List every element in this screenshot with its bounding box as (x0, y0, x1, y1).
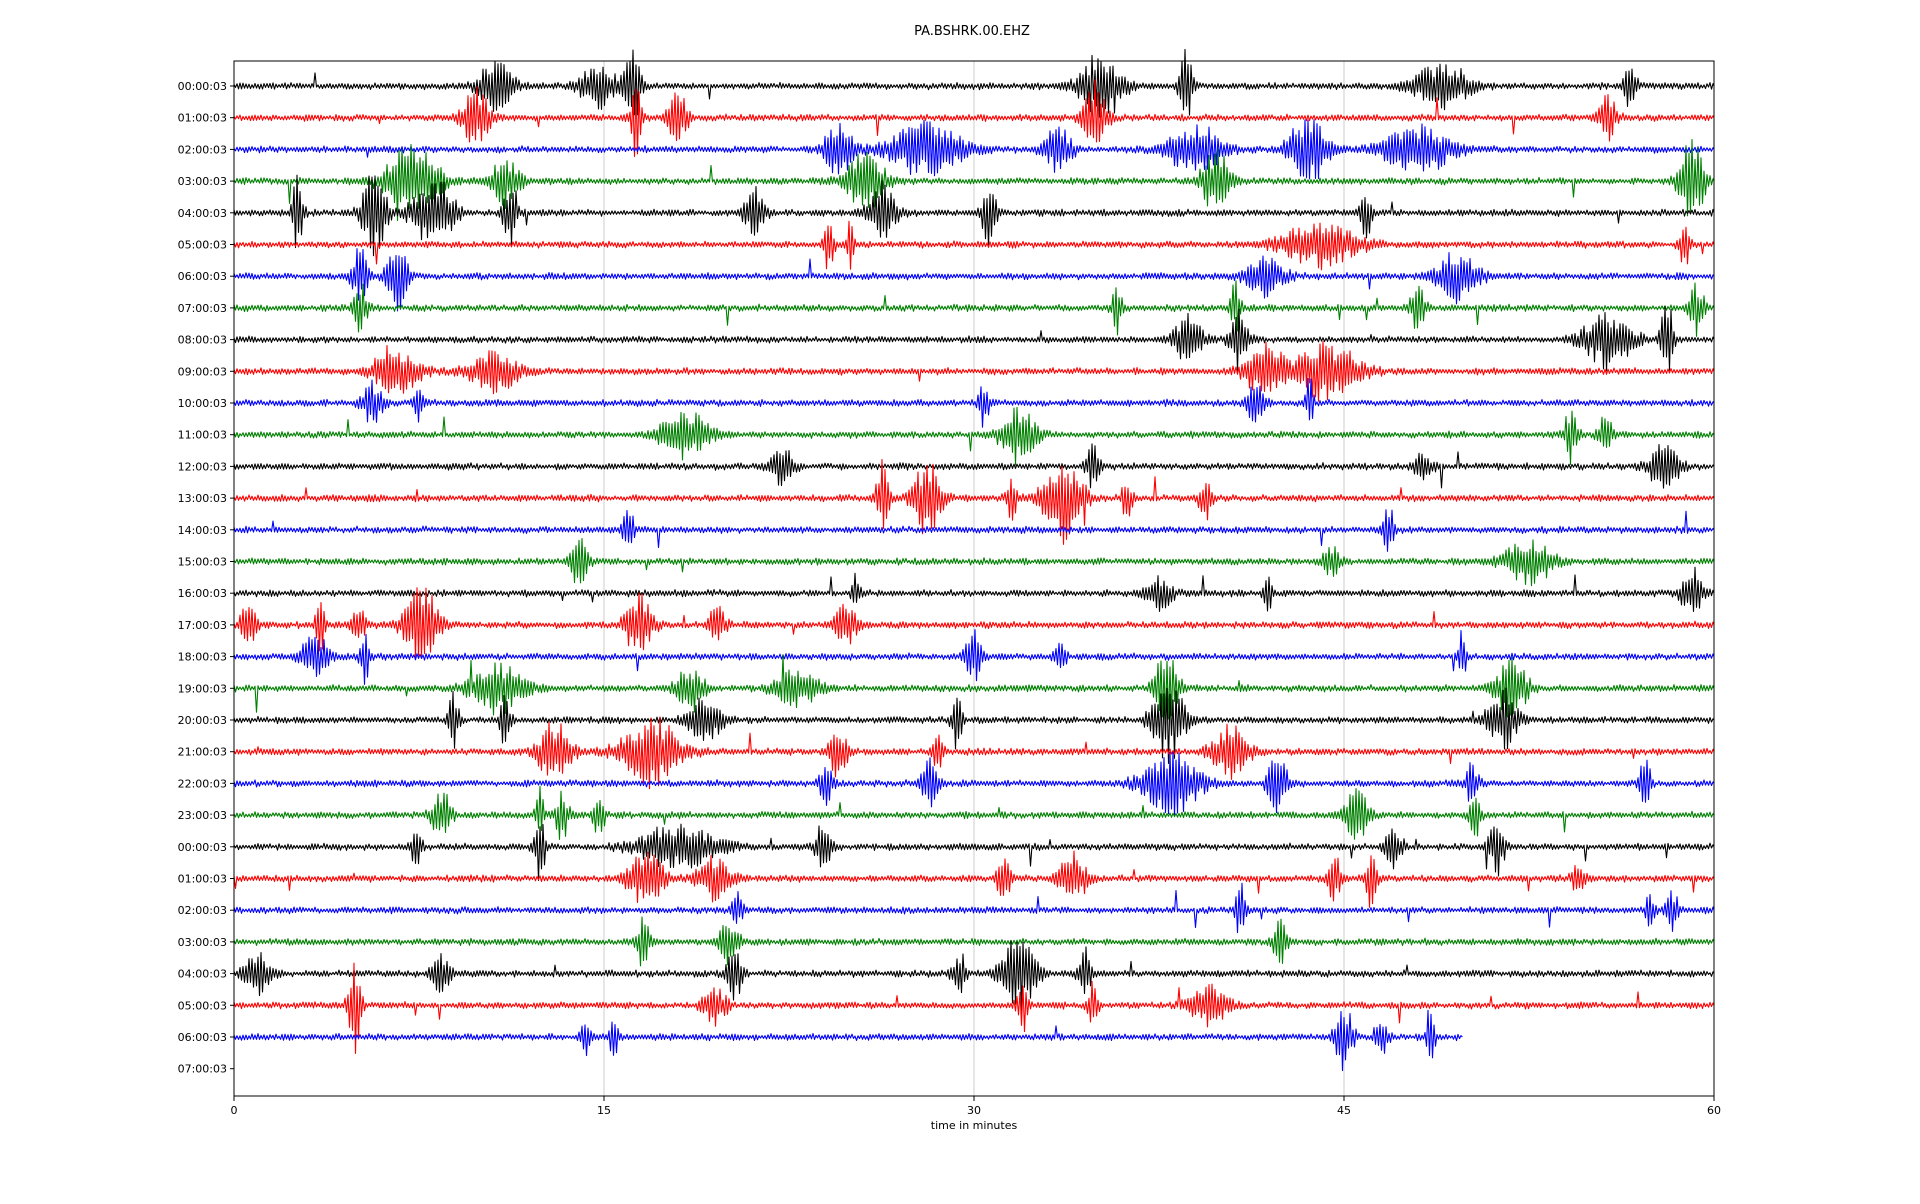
x-tick-label: 45 (1337, 1104, 1351, 1117)
row-label: 08:00:03 (178, 334, 227, 347)
x-tick-label: 60 (1707, 1104, 1721, 1117)
trace-row-13 (233, 443, 1715, 489)
row-label: 01:00:03 (178, 112, 227, 125)
x-tick-label: 30 (967, 1104, 981, 1117)
trace-row-19 (233, 629, 1715, 685)
row-label: 22:00:03 (178, 777, 227, 790)
row-label: 03:00:03 (178, 936, 227, 949)
x-axis-ticks: 0 15 30 45 60 (231, 1096, 1721, 1117)
trace-row-23 (233, 751, 1715, 817)
row-label: 21:00:03 (178, 746, 227, 759)
row-label: 07:00:03 (178, 1063, 227, 1076)
row-label: 09:00:03 (178, 365, 227, 378)
trace-row-15 (233, 509, 1715, 552)
trace-row-20 (233, 654, 1715, 720)
x-tick-label: 15 (597, 1104, 611, 1117)
row-labels: 00:00:03 01:00:03 02:00:03 03:00:03 04:00:03… (178, 80, 234, 1076)
row-label: 03:00:03 (178, 175, 227, 188)
trace-row-26 (233, 850, 1715, 908)
trace-row-16 (233, 537, 1715, 587)
trace-row-28 (233, 916, 1715, 967)
row-label: 12:00:03 (178, 460, 227, 473)
row-label: 06:00:03 (178, 270, 227, 283)
trace-row-24 (233, 785, 1715, 840)
row-label: 16:00:03 (178, 587, 227, 600)
row-label: 01:00:03 (178, 873, 227, 886)
trace-row-14 (233, 458, 1715, 545)
row-label: 06:00:03 (178, 1031, 227, 1044)
row-label: 11:00:03 (178, 429, 227, 442)
trace-row-3 (233, 119, 1715, 180)
row-label: 05:00:03 (178, 239, 227, 252)
trace-row-5 (233, 174, 1715, 257)
trace-row-4 (233, 139, 1715, 222)
row-label: 04:00:03 (178, 968, 227, 981)
trace-row-8 (233, 280, 1715, 337)
row-label: 17:00:03 (178, 619, 227, 632)
row-label: 02:00:03 (178, 904, 227, 917)
row-label: 15:00:03 (178, 556, 227, 569)
trace-layer (233, 48, 1715, 1072)
x-tick-label: 0 (231, 1104, 238, 1117)
row-label: 23:00:03 (178, 809, 227, 822)
trace-row-18 (233, 587, 1715, 660)
trace-row-25 (233, 823, 1715, 882)
row-label: 13:00:03 (178, 492, 227, 505)
x-axis-label: time in minutes (931, 1119, 1018, 1132)
row-label: 19:00:03 (178, 682, 227, 695)
trace-row-11 (233, 377, 1715, 428)
trace-row-30 (233, 962, 1715, 1055)
trace-row-6 (233, 220, 1715, 271)
row-label: 05:00:03 (178, 999, 227, 1012)
row-label: 18:00:03 (178, 651, 227, 664)
row-label: 02:00:03 (178, 143, 227, 156)
trace-row-7 (233, 248, 1715, 312)
row-label: 14:00:03 (178, 524, 227, 537)
trace-row-10 (233, 340, 1715, 402)
trace-row-17 (233, 566, 1715, 612)
trace-row-27 (233, 882, 1715, 934)
row-label: 20:00:03 (178, 714, 227, 727)
trace-row-22 (233, 716, 1715, 790)
trace-row-31 (233, 1009, 1463, 1072)
trace-row-9 (233, 305, 1715, 373)
row-label: 04:00:03 (178, 207, 227, 220)
chart-title: PA.BSHRK.00.EHZ (914, 24, 1030, 39)
trace-row-29 (233, 939, 1715, 1015)
row-label: 00:00:03 (178, 841, 227, 854)
row-label: 10:00:03 (178, 397, 227, 410)
row-label: 00:00:03 (178, 80, 227, 93)
trace-row-12 (233, 406, 1715, 466)
trace-row-21 (233, 687, 1715, 764)
row-label: 07:00:03 (178, 302, 227, 315)
trace-row-2 (233, 79, 1715, 158)
trace-row-1 (233, 48, 1715, 118)
grid-layer (603, 61, 1345, 1096)
